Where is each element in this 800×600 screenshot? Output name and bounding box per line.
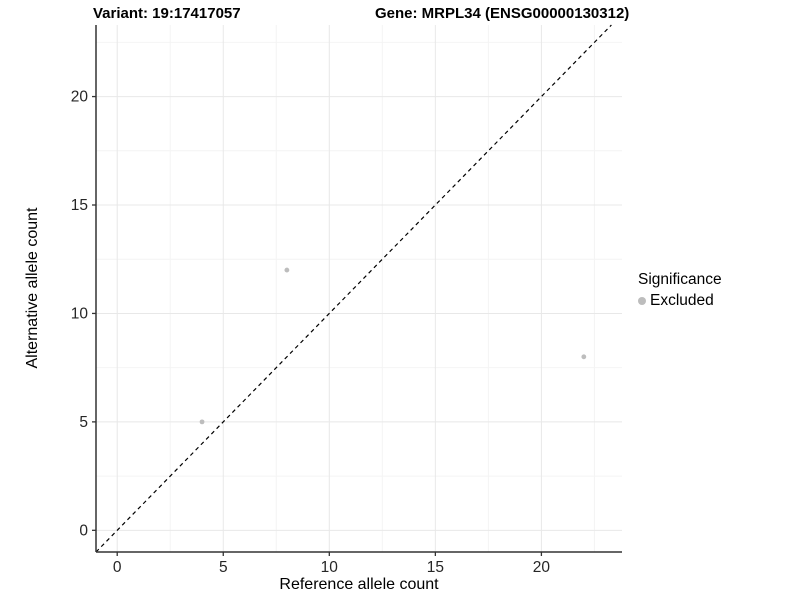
y-tick-label: 5 <box>79 414 88 431</box>
y-tick-label: 0 <box>79 522 88 539</box>
legend-point-icon <box>638 297 646 305</box>
plot-title-gene: Gene: MRPL34 (ENSG00000130312) <box>375 5 630 22</box>
y-tick-label: 20 <box>71 89 89 106</box>
plot-title-variant: Variant: 19:17417057 <box>93 5 241 22</box>
grid-major <box>96 25 622 552</box>
legend-item-label: Excluded <box>650 292 714 309</box>
legend-title: Significance <box>638 271 722 288</box>
x-tick-label: 10 <box>321 559 339 576</box>
x-tick-label: 20 <box>533 559 551 576</box>
data-point <box>581 354 587 360</box>
axis-lines <box>95 25 622 553</box>
legend-item: Excluded <box>638 292 722 310</box>
legend: Significance Excluded <box>638 271 722 310</box>
x-tick-label: 15 <box>427 559 444 576</box>
x-axis-label: Reference allele count <box>279 576 439 593</box>
grid-minor <box>96 25 622 552</box>
x-tick-label: 0 <box>113 559 122 576</box>
axis-tick-labels: 0 5 10 15 20 0 5 10 15 20 <box>71 89 551 576</box>
y-tick-label: 15 <box>71 197 88 214</box>
axis-ticks <box>92 95 543 556</box>
identity-reference-line <box>95 24 612 553</box>
y-axis-label: Alternative allele count <box>24 207 41 369</box>
data-points-excluded <box>199 267 587 425</box>
data-point <box>199 419 205 425</box>
x-tick-label: 5 <box>219 559 228 576</box>
data-point <box>284 267 290 273</box>
y-tick-label: 10 <box>71 305 89 322</box>
